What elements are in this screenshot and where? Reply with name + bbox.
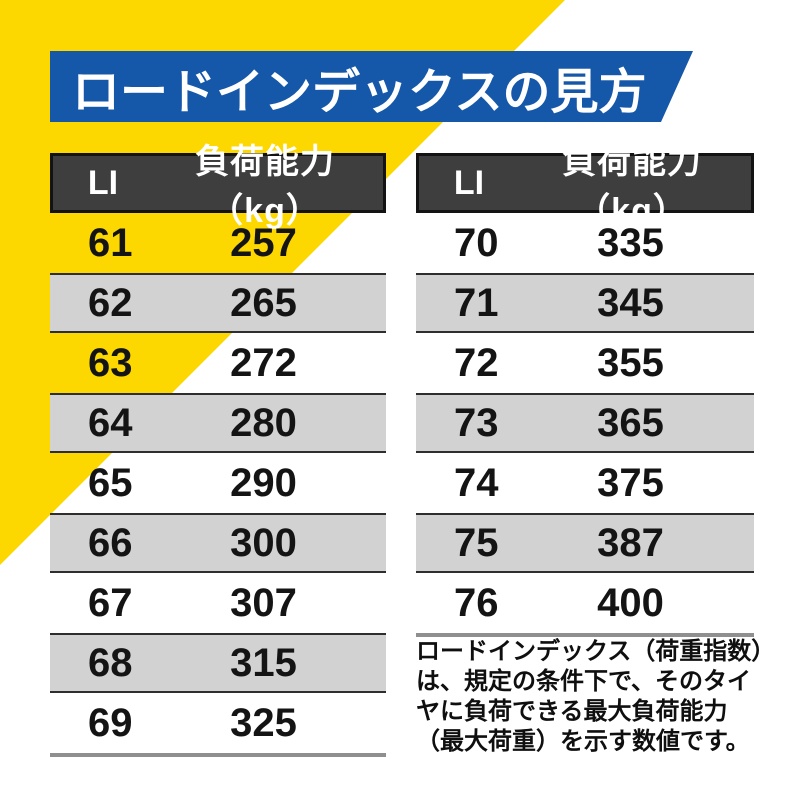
column-header-capacity: 負荷能力（kg） xyxy=(195,143,335,230)
capacity-cell: 387 xyxy=(597,520,664,565)
capacity-cell: 290 xyxy=(230,460,297,505)
table-row: 61 257 xyxy=(50,213,386,273)
li-cell: 71 xyxy=(454,280,499,325)
table-row: 62 265 xyxy=(50,273,386,333)
load-index-table-61-69: LI 負荷能力（kg） 61 257 62 265 63 272 64 280 … xyxy=(50,143,386,757)
li-cell: 68 xyxy=(88,640,133,685)
page-title: ロードインデックスの見方 xyxy=(72,65,647,119)
capacity-cell: 307 xyxy=(230,580,297,625)
capacity-cell: 257 xyxy=(230,220,297,265)
li-cell: 65 xyxy=(88,460,133,505)
li-cell: 70 xyxy=(454,220,499,265)
table-header: LI 負荷能力（kg） xyxy=(416,143,754,230)
table-row: 68 315 xyxy=(50,633,386,693)
capacity-cell: 365 xyxy=(597,400,664,445)
table-bottom-rule xyxy=(50,753,386,757)
table-row: 65 290 xyxy=(50,453,386,513)
table-bottom-rule xyxy=(416,633,754,637)
li-cell: 61 xyxy=(88,220,133,265)
li-cell: 66 xyxy=(88,520,133,565)
table-row: 76 400 xyxy=(416,573,754,633)
li-cell: 72 xyxy=(454,340,499,385)
capacity-cell: 355 xyxy=(597,340,664,385)
li-cell: 64 xyxy=(88,400,133,445)
capacity-cell: 335 xyxy=(597,220,664,265)
capacity-cell: 300 xyxy=(230,520,297,565)
capacity-cell: 272 xyxy=(230,340,297,385)
page-title-banner: ロードインデックスの見方 xyxy=(50,51,693,122)
capacity-cell: 400 xyxy=(597,580,664,625)
load-index-table-70-76: LI 負荷能力（kg） 70 335 71 345 72 355 73 365 … xyxy=(416,143,754,637)
column-header-li: LI xyxy=(453,163,485,202)
column-header-li: LI xyxy=(87,163,119,202)
li-cell: 69 xyxy=(88,700,133,745)
capacity-cell: 345 xyxy=(597,280,664,325)
li-cell: 62 xyxy=(88,280,133,325)
li-cell: 73 xyxy=(454,400,499,445)
table-row: 66 300 xyxy=(50,513,386,573)
table-row: 63 272 xyxy=(50,333,386,393)
table-row: 70 335 xyxy=(416,213,754,273)
table-row: 75 387 xyxy=(416,513,754,573)
table-row: 71 345 xyxy=(416,273,754,333)
capacity-cell: 325 xyxy=(230,700,297,745)
table-row: 72 355 xyxy=(416,333,754,393)
li-cell: 67 xyxy=(88,580,133,625)
li-cell: 74 xyxy=(454,460,499,505)
li-cell: 76 xyxy=(454,580,499,625)
table-header: LI 負荷能力（kg） xyxy=(50,143,386,230)
li-cell: 63 xyxy=(88,340,133,385)
table-row: 69 325 xyxy=(50,693,386,753)
load-index-description: ロードインデックス（荷重指数） は、規定の条件下で、そのタイ ヤに負荷できる最大… xyxy=(416,638,776,755)
table-row: 74 375 xyxy=(416,453,754,513)
capacity-cell: 315 xyxy=(230,640,297,685)
table-row: 67 307 xyxy=(50,573,386,633)
table-row: 73 365 xyxy=(416,393,754,453)
capacity-cell: 280 xyxy=(230,400,297,445)
li-cell: 75 xyxy=(454,520,499,565)
column-header-capacity: 負荷能力（kg） xyxy=(562,143,702,230)
capacity-cell: 265 xyxy=(230,280,297,325)
capacity-cell: 375 xyxy=(597,460,664,505)
table-row: 64 280 xyxy=(50,393,386,453)
